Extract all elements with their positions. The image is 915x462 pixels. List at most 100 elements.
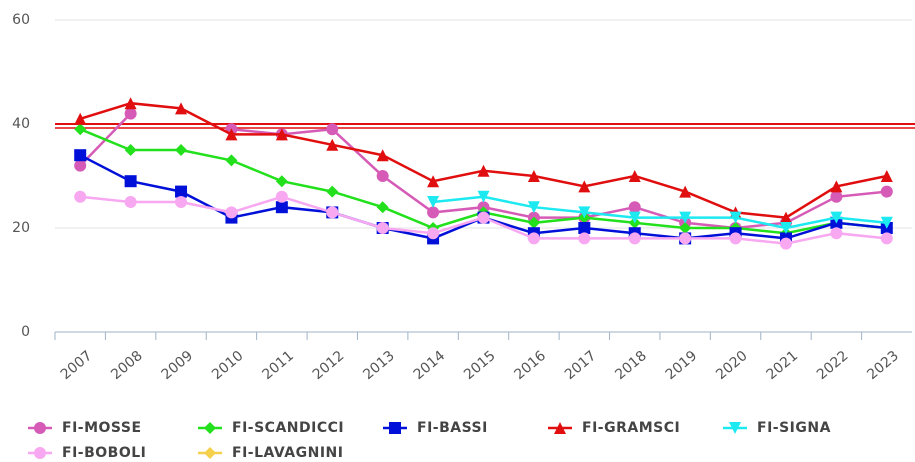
marker xyxy=(578,180,591,193)
series xyxy=(74,190,893,250)
marker xyxy=(175,102,188,115)
legend-label: FI-MOSSE xyxy=(62,420,142,436)
marker xyxy=(729,232,742,245)
marker xyxy=(34,447,46,459)
marker xyxy=(779,237,792,250)
marker xyxy=(326,185,339,198)
legend-item: FI-BOBOLI xyxy=(28,445,146,461)
marker xyxy=(175,144,188,156)
marker xyxy=(326,123,339,136)
marker xyxy=(578,232,591,245)
x-tick-label: 2007 xyxy=(58,348,96,383)
marker xyxy=(628,211,641,224)
marker xyxy=(880,232,893,245)
marker xyxy=(628,170,641,182)
marker xyxy=(628,232,641,245)
marker xyxy=(204,422,216,434)
marker xyxy=(376,149,389,162)
marker xyxy=(729,422,741,434)
marker xyxy=(376,222,389,234)
legend-item: FI-GRAMSCI xyxy=(548,420,680,436)
marker xyxy=(477,211,490,224)
marker xyxy=(326,138,339,151)
marker xyxy=(74,190,87,203)
x-tick-label: 2021 xyxy=(764,348,802,383)
marker xyxy=(830,227,843,240)
marker xyxy=(427,196,440,208)
marker xyxy=(880,216,893,229)
marker xyxy=(679,185,692,198)
marker xyxy=(628,201,641,214)
marker xyxy=(175,185,188,198)
marker xyxy=(527,216,540,229)
y-tick-label: 0 xyxy=(21,324,30,340)
x-tick-label: 2020 xyxy=(713,348,751,383)
marker xyxy=(124,107,137,120)
marker xyxy=(34,422,46,434)
marker xyxy=(880,185,893,198)
x-tick-label: 2023 xyxy=(864,348,902,383)
marker xyxy=(427,227,440,240)
marker xyxy=(275,175,288,188)
marker xyxy=(779,222,792,234)
marker xyxy=(679,232,692,245)
series-line xyxy=(432,195,887,230)
marker xyxy=(376,170,389,182)
marker xyxy=(175,196,188,208)
x-tick-label: 2017 xyxy=(562,348,600,383)
marker xyxy=(679,211,692,224)
x-tick-label: 2009 xyxy=(159,348,197,383)
legend-label: FI-LAVAGNINI xyxy=(232,445,343,461)
marker xyxy=(578,222,591,234)
marker xyxy=(729,211,742,224)
x-tick-label: 2010 xyxy=(209,348,247,383)
marker xyxy=(376,201,389,214)
marker xyxy=(527,232,540,245)
legend-item: FI-SCANDICCI xyxy=(198,420,344,436)
marker xyxy=(225,206,238,219)
marker xyxy=(389,422,401,434)
marker xyxy=(124,196,137,208)
y-tick-label: 20 xyxy=(12,220,30,236)
series xyxy=(427,190,893,234)
x-tick-label: 2013 xyxy=(360,348,398,383)
marker xyxy=(225,128,238,141)
marker xyxy=(124,97,137,110)
series xyxy=(74,97,893,224)
marker xyxy=(679,222,692,234)
x-tick-label: 2018 xyxy=(612,348,650,383)
y-tick-label: 40 xyxy=(12,116,30,132)
marker xyxy=(124,144,137,156)
marker xyxy=(74,123,87,136)
x-tick-label: 2012 xyxy=(310,348,348,383)
legend-label: FI-SIGNA xyxy=(757,420,831,436)
marker xyxy=(275,201,288,214)
marker xyxy=(578,206,591,219)
legend-item: FI-MOSSE xyxy=(28,420,142,436)
marker xyxy=(275,190,288,203)
marker xyxy=(830,211,843,224)
x-tick-label: 2016 xyxy=(511,348,549,383)
marker xyxy=(74,159,87,172)
marker xyxy=(830,190,843,203)
legend-item: FI-BASSI xyxy=(383,420,488,436)
marker xyxy=(554,422,566,434)
legend-label: FI-BASSI xyxy=(417,420,488,436)
x-tick-label: 2014 xyxy=(411,348,449,383)
legend-item: FI-SIGNA xyxy=(723,420,831,436)
marker xyxy=(204,447,216,459)
marker xyxy=(124,175,137,188)
marker xyxy=(427,175,440,188)
legend-label: FI-BOBOLI xyxy=(62,445,146,461)
legend-item: FI-LAVAGNINI xyxy=(198,445,343,461)
y-tick-label: 60 xyxy=(12,12,30,28)
marker xyxy=(477,164,490,177)
marker xyxy=(275,128,288,141)
x-tick-label: 2011 xyxy=(259,348,297,383)
marker xyxy=(527,170,540,182)
marker xyxy=(830,180,843,193)
x-tick-label: 2019 xyxy=(663,348,701,383)
x-tick-label: 2008 xyxy=(108,348,146,383)
marker xyxy=(74,149,87,162)
marker xyxy=(477,190,490,203)
